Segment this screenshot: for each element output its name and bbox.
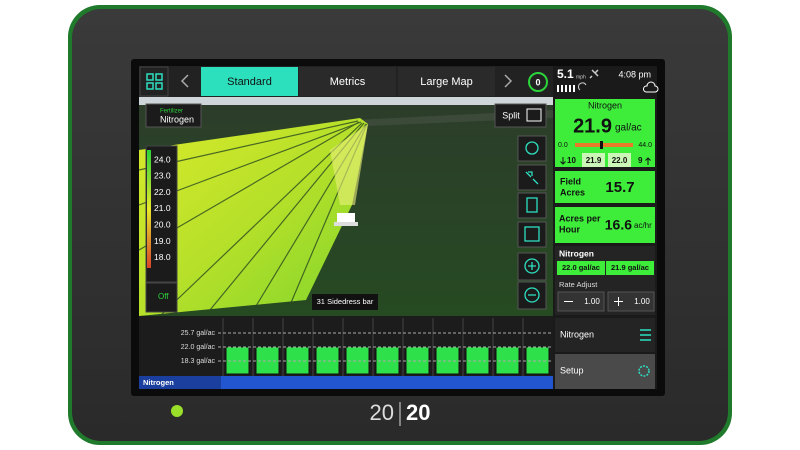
map-tools[interactable] — [517, 135, 547, 310]
product-strip-label-bg — [139, 376, 221, 389]
aph-label: Hour — [559, 224, 580, 234]
field-acres-value: 15.7 — [605, 179, 634, 196]
legend-label: 18.0 — [154, 252, 171, 262]
speed: 5.1 — [557, 67, 574, 81]
coverage — [139, 118, 368, 316]
product-title: Nitrogen — [559, 248, 594, 258]
legend-label: 19.0 — [154, 236, 171, 246]
rate-cell — [582, 153, 605, 167]
rate-min: 0.0 — [558, 142, 568, 149]
product-value: Nitrogen — [160, 114, 194, 124]
setup-button[interactable] — [555, 354, 655, 389]
tab-bg[interactable] — [398, 67, 495, 96]
product-target-bg — [557, 261, 605, 275]
implement-tag — [312, 294, 378, 310]
aph-unit: ac/hr — [634, 221, 652, 230]
clock: 4:08 pm — [618, 69, 651, 79]
weather-icon — [642, 81, 659, 93]
coverage-edge — [330, 124, 368, 205]
rate-max: 44.0 — [638, 142, 652, 149]
arrow-up — [645, 157, 651, 165]
gps-icon — [589, 69, 599, 79]
split-icon — [526, 108, 542, 122]
setup-icon — [638, 365, 650, 377]
tab-active[interactable] — [201, 67, 298, 96]
rate-value: 21.9 — [573, 115, 612, 137]
rate-target: 22.0 — [612, 156, 628, 165]
tab-prev[interactable] — [180, 74, 189, 88]
legend-bar — [147, 150, 151, 268]
arrow-down — [560, 157, 566, 165]
product-strip — [139, 376, 553, 389]
rate-actual: 21.9 — [586, 156, 602, 165]
legend-label: 23.0 — [154, 171, 171, 181]
off-label: Off — [158, 292, 169, 301]
timer-icon[interactable] — [528, 72, 548, 92]
tab-next[interactable] — [504, 74, 513, 88]
brand-left: 20 — [370, 400, 394, 425]
split-label: Split — [502, 110, 520, 120]
tab[interactable]: Standard — [227, 76, 272, 88]
rate-minus-button[interactable] — [557, 291, 605, 312]
rate-step: 10 — [567, 156, 576, 165]
aph-value: 16.6 — [605, 217, 632, 233]
rate-slider-thumb — [600, 141, 603, 149]
menu-label: Nitrogen — [560, 329, 594, 339]
legend-label: 21.0 — [154, 203, 171, 213]
timer: 0 — [535, 77, 540, 87]
field-acres-label: Acres — [560, 187, 585, 197]
rate-plus: 1.00 — [634, 297, 650, 306]
map-tool-icons — [524, 141, 540, 303]
rate-slider — [575, 143, 633, 147]
rate-cell — [608, 153, 631, 167]
field-acres-label: Field — [560, 176, 581, 186]
menu-icon — [640, 329, 651, 341]
speed-unit: mph — [576, 74, 586, 80]
tab-bg[interactable] — [299, 67, 396, 96]
rate-unit: gal/ac — [615, 123, 642, 134]
level-lines — [218, 332, 553, 362]
legend-label: 20.0 — [154, 219, 171, 229]
product-label: Fertilizer — [160, 109, 183, 115]
legend-label: 22.0 — [154, 187, 171, 197]
level-label: 22.0 gal/ac — [181, 344, 216, 351]
tab[interactable]: Large Map — [420, 76, 473, 88]
product-button[interactable] — [145, 103, 202, 128]
sky — [139, 97, 553, 105]
field-acres-card[interactable] — [555, 171, 655, 203]
level-label: 18.3 gal/ac — [181, 358, 216, 365]
acres-per-hour-card[interactable] — [555, 207, 655, 243]
brand-right: 20 — [406, 400, 430, 425]
setup-label: Setup — [560, 365, 584, 375]
legend — [145, 145, 178, 283]
status-icon — [577, 82, 587, 91]
off-button[interactable] — [145, 282, 178, 313]
product-actual-bg — [606, 261, 654, 275]
product-target: 22.0 gal/ac — [562, 263, 600, 272]
rate-plus-button[interactable] — [607, 291, 655, 312]
legend-label: 24.0 — [154, 154, 171, 164]
power-led — [171, 405, 183, 417]
tab[interactable]: Metrics — [330, 76, 366, 88]
plus-icon — [614, 297, 623, 306]
tractor — [334, 213, 358, 226]
product-strip-label: Nitrogen — [143, 378, 174, 387]
product-actual: 21.9 gal/ac — [611, 263, 649, 272]
level-label: 25.7 gal/ac — [181, 330, 216, 337]
rate-minus: 1.00 — [584, 297, 600, 306]
signal-bars — [557, 85, 575, 92]
aph-label: Acres per — [559, 213, 601, 223]
implement-label: 31 Sidedress bar — [317, 297, 374, 306]
home-button[interactable] — [139, 66, 169, 97]
rate-title: Nitrogen — [588, 100, 622, 110]
menu-button[interactable] — [555, 318, 655, 352]
rate-step: 9 — [638, 156, 643, 165]
rate-adjust-label: Rate Adjust — [559, 280, 598, 289]
